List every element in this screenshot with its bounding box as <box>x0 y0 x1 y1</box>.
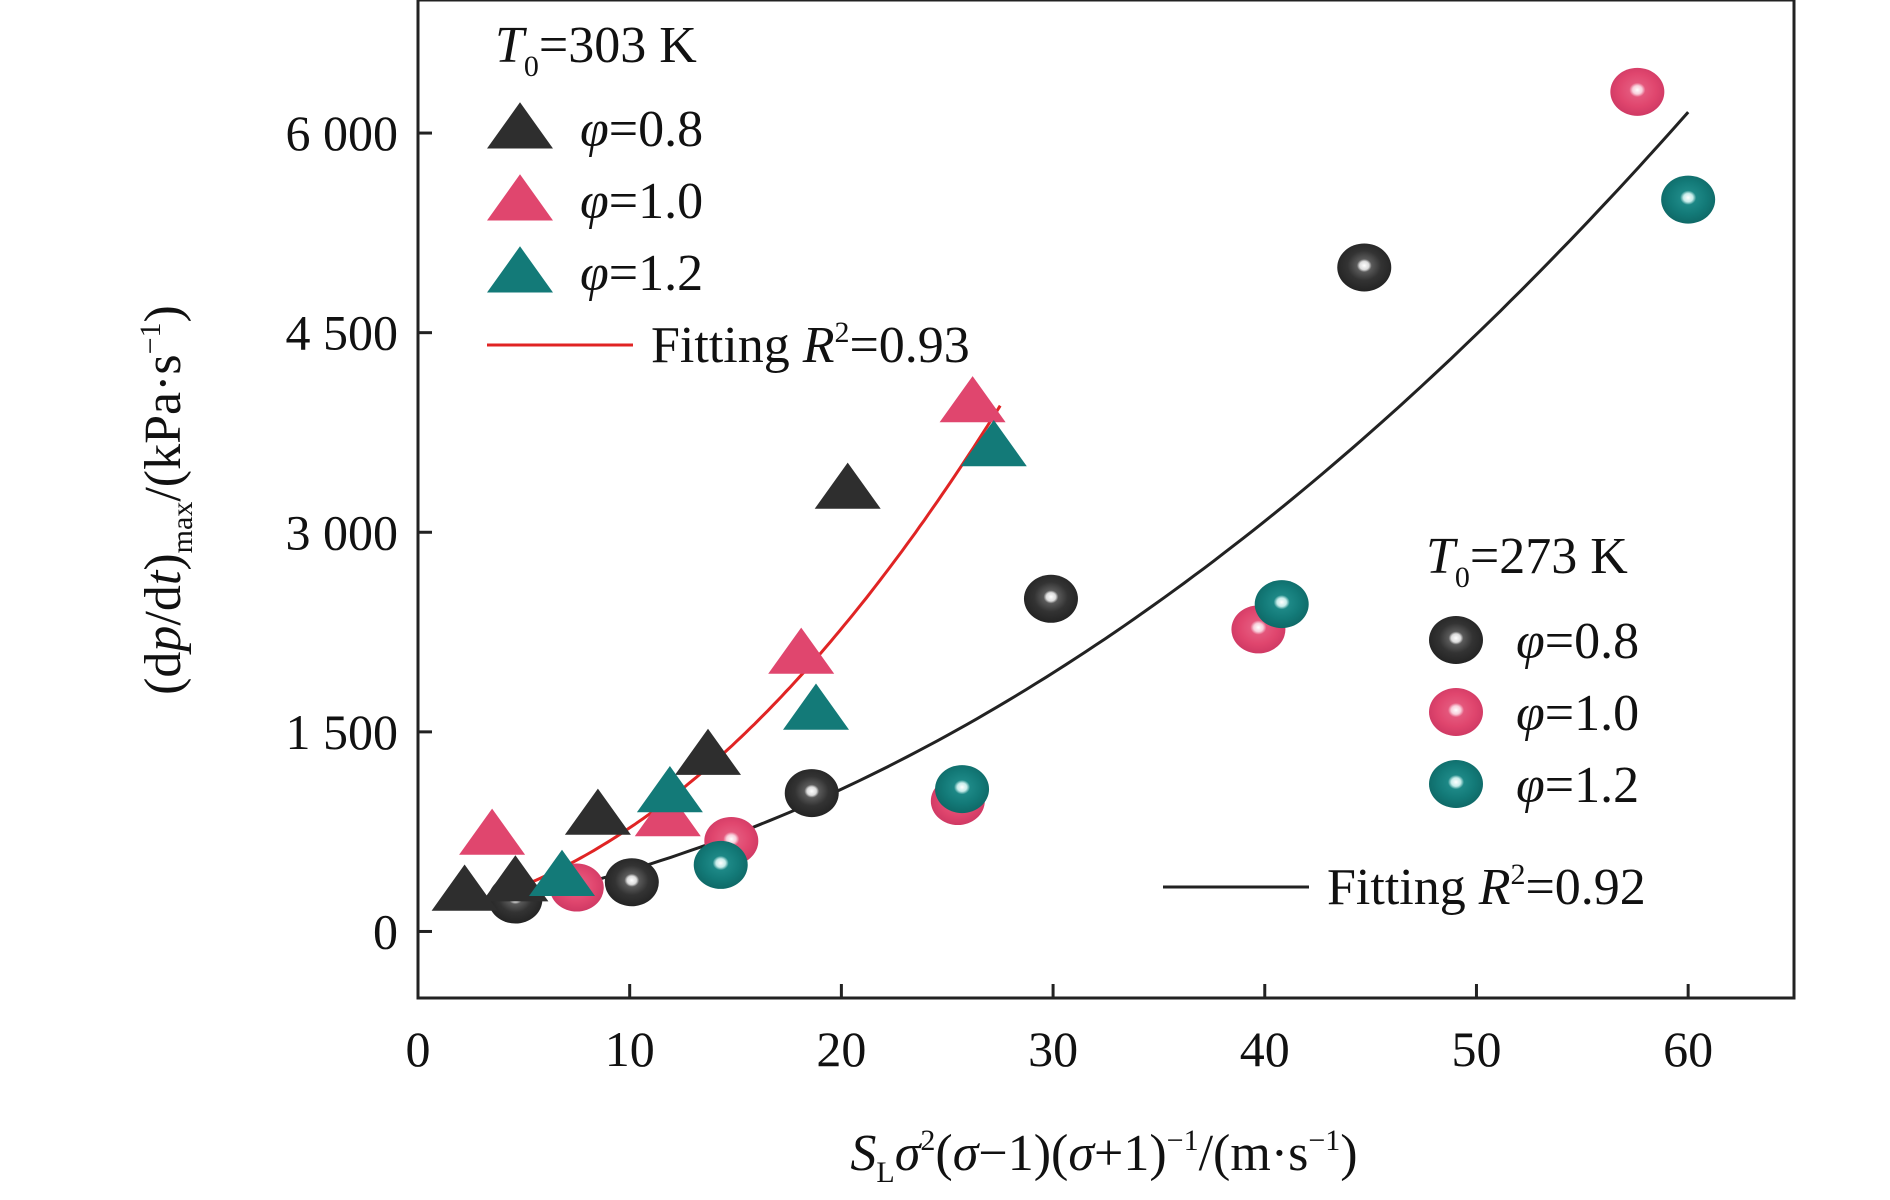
data-point-sphere <box>1254 580 1309 629</box>
x-axis-title: SLσ2(σ−1)(σ+1)−1/(m·s−1) <box>850 1124 1357 1189</box>
data-point-triangle <box>939 376 1006 423</box>
y-tick-label: 3 000 <box>286 504 399 560</box>
data-markers <box>431 67 1716 924</box>
legend-marker-sphere <box>1429 688 1483 736</box>
data-point-triangle <box>529 849 595 896</box>
x-tick-label: 30 <box>1028 1021 1078 1077</box>
data-point-triangle <box>482 855 549 902</box>
data-point-sphere <box>693 840 748 889</box>
y-tick-label: 1 500 <box>286 704 399 760</box>
y-axis-ticks: 0 1 500 3 000 4 500 6 000 <box>286 105 432 959</box>
legend-label: φ=1.0 <box>580 173 703 230</box>
legend-303k: T0=303 K φ=0.8 φ=1.0 φ=1.2 Fitting R2=0.93 <box>487 17 970 374</box>
data-point-sphere <box>935 765 990 814</box>
legend-label: φ=1.0 <box>1516 685 1639 742</box>
data-point-triangle <box>675 728 741 775</box>
data-point-triangle <box>634 790 701 837</box>
x-tick-label: 40 <box>1240 1021 1290 1077</box>
y-tick-label: 6 000 <box>286 105 399 161</box>
data-point-sphere <box>604 858 659 907</box>
legend-303k-fit-label: Fitting R2=0.93 <box>651 316 970 374</box>
data-point-triangle <box>783 683 849 730</box>
plot-frame <box>416 0 1796 1000</box>
legend-marker-triangle <box>487 246 553 293</box>
x-tick-label: 10 <box>605 1021 655 1077</box>
legend-marker-sphere <box>1429 760 1483 808</box>
legend-273k: T0=273 K φ=0.8 φ=1.0 φ=1.2 Fitting R2=0.92 <box>1163 528 1646 916</box>
data-point-sphere <box>1610 67 1665 116</box>
legend-label: φ=0.8 <box>1516 613 1639 670</box>
x-tick-label: 60 <box>1663 1021 1713 1077</box>
data-point-sphere <box>1661 175 1716 224</box>
legend-marker-triangle <box>487 102 553 149</box>
x-tick-label: 20 <box>816 1021 866 1077</box>
legend-marker-triangle <box>487 174 553 221</box>
data-point-sphere <box>1023 574 1078 623</box>
data-point-triangle <box>768 627 835 674</box>
legend-273k-fit-label: Fitting R2=0.92 <box>1327 858 1646 916</box>
fit-curve-273k <box>502 111 1690 904</box>
legend-303k-title: T0=303 K <box>495 17 697 83</box>
x-axis-ticks: 0 10 20 30 40 50 60 <box>406 984 1713 1077</box>
legend-label: φ=0.8 <box>580 101 703 158</box>
x-tick-label: 0 <box>406 1021 431 1077</box>
data-point-triangle <box>814 462 881 509</box>
data-point-triangle <box>431 864 498 911</box>
y-tick-label: 0 <box>373 903 398 959</box>
data-point-sphere <box>1337 243 1392 292</box>
data-point-sphere <box>784 769 839 818</box>
data-point-triangle <box>960 420 1027 467</box>
legend-marker-sphere <box>1429 616 1483 664</box>
data-point-triangle <box>564 788 631 835</box>
data-point-triangle <box>459 808 526 855</box>
legend-label: φ=1.2 <box>1516 757 1639 814</box>
y-axis-title: (dp/dt)max/(kPa·s−1) <box>134 305 199 695</box>
legend-label: φ=1.2 <box>580 245 703 302</box>
x-tick-label: 50 <box>1451 1021 1501 1077</box>
data-point-triangle <box>636 766 703 813</box>
fit-curves <box>464 111 1690 907</box>
legend-273k-title: T0=273 K <box>1426 528 1628 594</box>
y-tick-label: 4 500 <box>286 305 399 361</box>
